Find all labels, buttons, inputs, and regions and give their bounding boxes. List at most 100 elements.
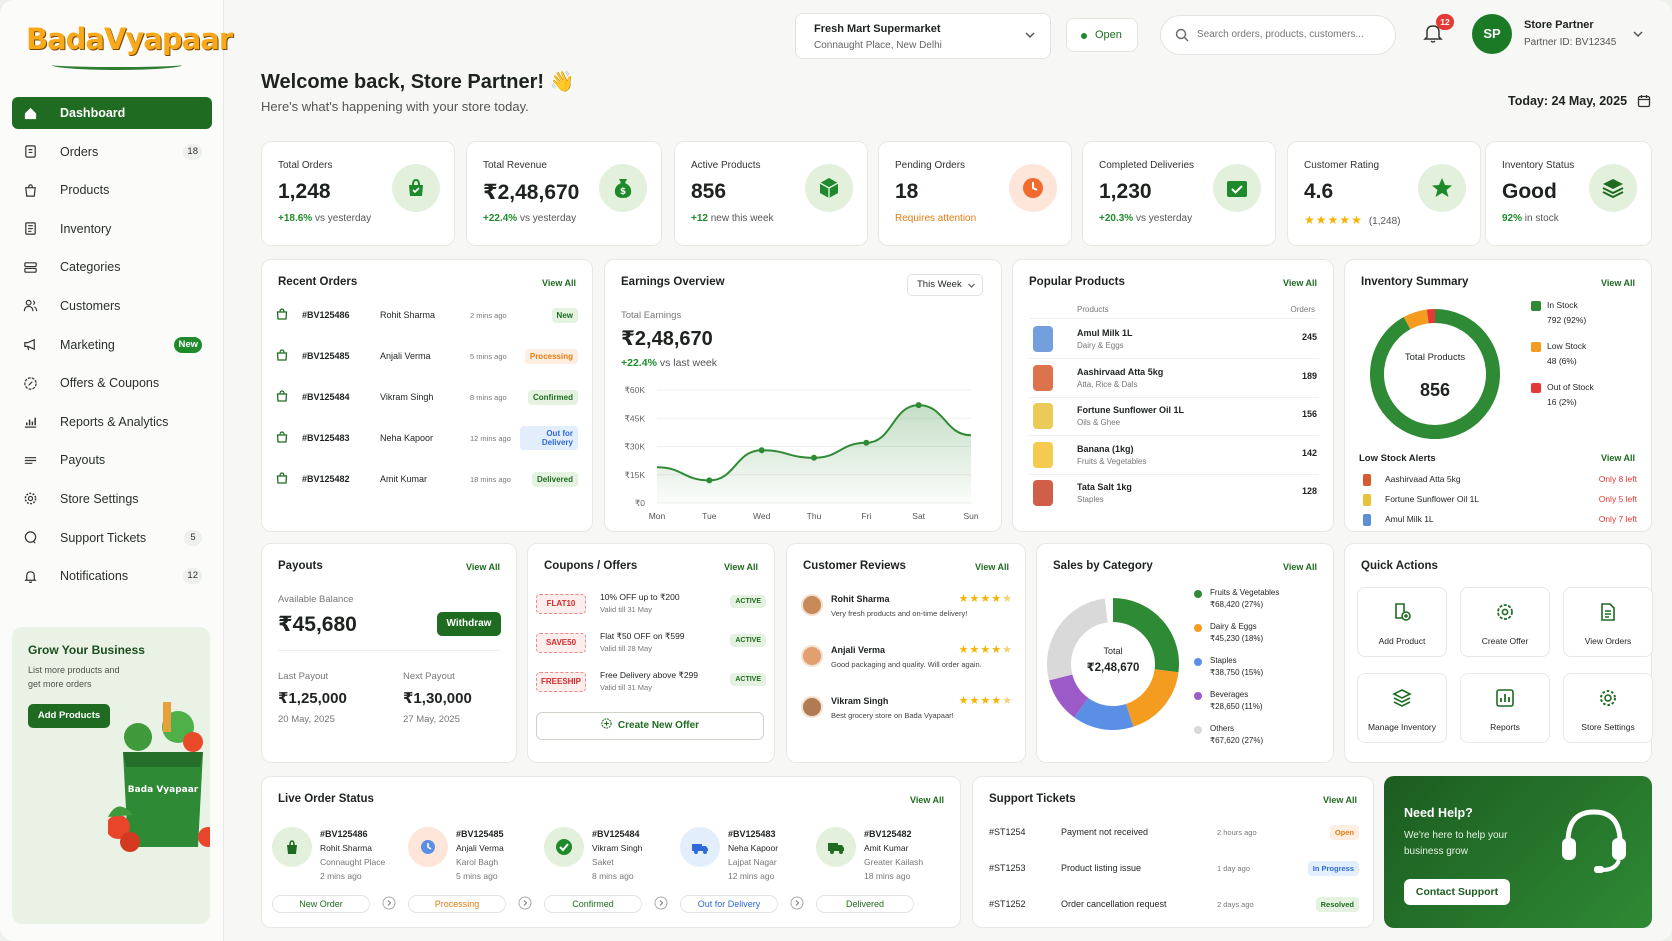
ticket-row[interactable]: #ST1253 Product listing issue 1 day ago In … [989, 859, 1359, 879]
product-row[interactable]: Amul Milk 1L Dairy & Eggs 245 [1029, 322, 1319, 359]
low-stock-view-all[interactable]: View All [1600, 453, 1635, 463]
low-stock-row[interactable]: Aashirvaad Atta 5kg Only 8 left [1359, 472, 1637, 488]
payouts-view-all[interactable]: View All [465, 562, 500, 572]
live-status-pill[interactable]: Out for Delivery [680, 895, 778, 913]
live-order-id[interactable]: #BV125486 [320, 829, 368, 839]
live-order-id[interactable]: #BV125483 [728, 829, 776, 839]
withdraw-button[interactable]: Withdraw [437, 612, 501, 636]
recent-orders-view-all[interactable]: View All [541, 278, 576, 288]
product-row[interactable]: Fortune Sunflower Oil 1L Oils & Ghee 156 [1029, 399, 1319, 436]
sidebar-item-marketing[interactable]: Marketing New [12, 329, 212, 361]
live-status-pill[interactable]: New Order [272, 895, 370, 913]
total-revenue-card[interactable]: Total Revenue ₹2,48,670 +22.4% vs yesterda… [466, 141, 662, 246]
total-orders-card[interactable]: Total Orders 1,248 +18.6% vs yesterday [261, 141, 455, 246]
donut-slice[interactable] [1370, 309, 1500, 439]
coupon-row[interactable]: FLAT10 10% OFF up to ₹200 Valid till 31 Ma… [536, 588, 766, 618]
contact-support-button[interactable]: Contact Support [1404, 879, 1510, 905]
ticket-row[interactable]: #ST1254 Payment not received 2 hours ago Op… [989, 823, 1359, 843]
live-order-id[interactable]: #BV125484 [592, 829, 640, 839]
low-stock-row[interactable]: Amul Milk 1L Only 7 left [1359, 512, 1637, 528]
order-row[interactable]: #BV125486 Rohit Sharma 2 mins ago New [276, 304, 578, 326]
order-row[interactable]: #BV125482 Amit Kumar 18 mins ago Delivered [276, 468, 578, 490]
order-id[interactable]: #BV125484 [302, 392, 350, 402]
product-row[interactable]: Aashirvaad Atta 5kg Atta, Rice & Dals 189 [1029, 361, 1319, 398]
low-stock-row[interactable]: Fortune Sunflower Oil 1L Only 5 left [1359, 492, 1637, 508]
sales-view-all[interactable]: View All [1282, 562, 1317, 572]
chevron-down-icon[interactable] [1632, 28, 1644, 40]
donut-slice[interactable] [1112, 598, 1179, 673]
coupon-row[interactable]: FREESHIP Free Delivery above ₹299 Valid ti… [536, 666, 766, 696]
period-select[interactable]: This Week [907, 274, 983, 296]
order-id[interactable]: #BV125485 [302, 351, 350, 361]
add-products-button[interactable]: Add Products [28, 704, 110, 728]
search-bar[interactable]: Search orders, products, customers... [1160, 15, 1396, 55]
coupon-row[interactable]: SAVE50 Flat ₹50 OFF on ₹599 Valid till 28 … [536, 627, 766, 657]
notifications-button[interactable]: 12 [1422, 14, 1454, 46]
order-row[interactable]: #BV125484 Vikram Singh 8 mins ago Confirmed [276, 386, 578, 408]
sidebar-item-customers[interactable]: Customers [12, 290, 212, 322]
review-item[interactable]: Vikram Singh ★★★★★ Best grocery store on B… [801, 695, 1013, 736]
quick-action-store-settings[interactable]: Store Settings [1563, 673, 1653, 743]
quick-action-reports[interactable]: Reports [1460, 673, 1550, 743]
sidebar-item-inventory[interactable]: Inventory [12, 213, 212, 245]
active-products-card[interactable]: Active Products 856 +12 new this week [674, 141, 868, 246]
user-name[interactable]: Store Partner [1524, 19, 1594, 31]
inventory-view-all[interactable]: View All [1600, 278, 1635, 288]
order-id[interactable]: #BV125483 [302, 433, 350, 443]
calendar-icon[interactable] [1637, 94, 1651, 108]
chevron-right-icon[interactable] [382, 896, 396, 913]
ticket-row[interactable]: #ST1252 Order cancellation request 2 days … [989, 895, 1359, 915]
data-point[interactable] [915, 402, 922, 409]
data-point[interactable] [811, 454, 817, 461]
order-id[interactable]: #BV125482 [302, 474, 350, 484]
quick-action-manage-inventory[interactable]: Manage Inventory [1357, 673, 1447, 743]
chevron-right-icon[interactable] [790, 896, 804, 913]
review-item[interactable]: Anjali Verma ★★★★★ Good packaging and qual… [801, 644, 1013, 685]
donut-slice[interactable] [1047, 598, 1109, 681]
sidebar-item-offers-coupons[interactable]: Offers & Coupons [12, 367, 212, 399]
chevron-right-icon[interactable] [518, 896, 532, 913]
brand-logo[interactable]: BadaVyapaar [22, 16, 233, 74]
live-order-id[interactable]: #BV125482 [864, 829, 912, 839]
data-point[interactable] [758, 447, 765, 454]
store-status-toggle[interactable]: Open [1066, 18, 1138, 52]
popular-view-all[interactable]: View All [1282, 278, 1317, 288]
sidebar-item-support-tickets[interactable]: Support Tickets 5 [12, 522, 212, 554]
live-status-pill[interactable]: Delivered [816, 895, 914, 913]
completed-deliveries-card[interactable]: Completed Deliveries 1,230 +20.3% vs yeste… [1082, 141, 1276, 246]
create-offer-button[interactable]: Create New Offer [536, 712, 764, 740]
sidebar-item-dashboard[interactable]: Dashboard [12, 97, 212, 129]
data-point[interactable] [706, 477, 713, 484]
sidebar-item-payouts[interactable]: Payouts [12, 444, 212, 476]
tickets-view-all[interactable]: View All [1322, 795, 1357, 805]
order-row[interactable]: #BV125483 Neha Kapoor 12 mins ago Out for D… [276, 426, 578, 450]
live-view-all[interactable]: View All [909, 795, 944, 805]
quick-action-create-offer[interactable]: Create Offer [1460, 587, 1550, 657]
reviews-view-all[interactable]: View All [974, 562, 1009, 572]
order-id[interactable]: #BV125486 [302, 310, 350, 320]
pending-orders-card[interactable]: Pending Orders 18 Requires attention [878, 141, 1072, 246]
donut-slice[interactable] [1074, 697, 1134, 730]
search-input[interactable]: Search orders, products, customers... [1197, 29, 1364, 40]
coupons-view-all[interactable]: View All [723, 562, 758, 572]
sidebar-item-categories[interactable]: Categories [12, 251, 212, 283]
live-status-pill[interactable]: Confirmed [544, 895, 642, 913]
donut-slice[interactable] [1049, 673, 1089, 718]
sidebar-item-orders[interactable]: Orders 18 [12, 136, 212, 168]
order-row[interactable]: #BV125485 Anjali Verma 5 mins ago Processin… [276, 345, 578, 367]
live-status-pill[interactable]: Processing [408, 895, 506, 913]
product-row[interactable]: Tata Salt 1kg Staples 128 [1029, 476, 1319, 510]
quick-action-view-orders[interactable]: View Orders [1563, 587, 1653, 657]
store-selector[interactable]: Fresh Mart Supermarket Connaught Place, … [795, 13, 1051, 59]
donut-slice[interactable] [1125, 668, 1179, 727]
sidebar-item-reports-analytics[interactable]: Reports & Analytics [12, 406, 212, 438]
quick-action-add-product[interactable]: Add Product [1357, 587, 1447, 657]
donut-slice[interactable] [1403, 309, 1429, 330]
data-point[interactable] [863, 439, 870, 446]
avatar[interactable]: SP [1472, 14, 1512, 54]
sidebar-item-store-settings[interactable]: Store Settings [12, 483, 212, 515]
customer-rating-card[interactable]: Customer Rating 4.6 ★★★★★ (1,248) [1287, 141, 1481, 246]
inventory-status-card[interactable]: Inventory Status Good 92% in stock [1485, 141, 1652, 246]
live-order-id[interactable]: #BV125485 [456, 829, 504, 839]
sidebar-item-products[interactable]: Products [12, 174, 212, 206]
